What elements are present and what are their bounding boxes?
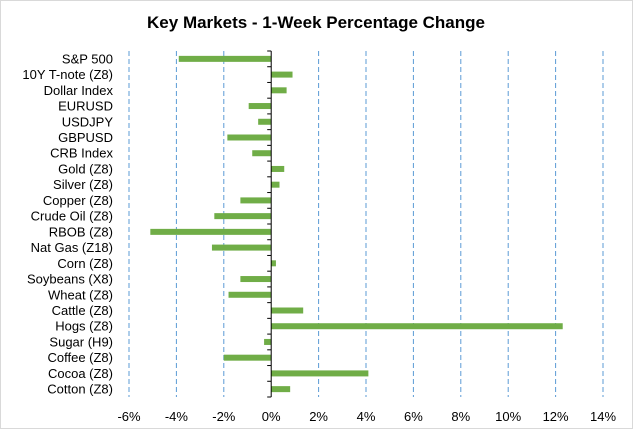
category-label: Wheat (Z8) [48,287,113,302]
bar [227,134,272,141]
category-label: RBOB (Z8) [49,224,113,239]
bar [271,260,276,267]
category-label: Copper (Z8) [43,193,113,208]
bar [271,386,291,393]
x-tick-label: 14% [590,409,616,424]
bar [258,118,272,125]
category-label: Sugar (H9) [49,334,113,349]
bar [228,291,272,298]
category-label: 10Y T-note (Z8) [22,67,113,82]
bar [271,307,304,314]
category-label: Silver (Z8) [53,177,113,192]
x-tick-label: 4% [357,409,376,424]
category-label: GBPUSD [58,130,113,145]
category-label: S&P 500 [62,51,113,66]
bar [214,213,272,220]
bar [271,87,287,94]
x-tick-labels: -6% -4% -2% 0% 2% 4% 6% 8% 10% 12% 14% [117,409,616,424]
category-label: Hogs (Z8) [55,319,113,334]
bar [271,370,369,377]
category-label: Cotton (Z8) [47,382,113,397]
bar [211,244,272,251]
x-tick-label: -2% [212,409,236,424]
bar [271,323,563,330]
category-label: Dollar Index [44,83,114,98]
bar [240,276,272,283]
category-label: CRB Index [50,146,113,161]
x-tick-label: 12% [543,409,569,424]
category-label: Cocoa (Z8) [48,366,113,381]
category-label: Crude Oil (Z8) [31,209,113,224]
axes [267,50,272,398]
x-tick-label: 2% [309,409,328,424]
x-tick-label: 6% [404,409,423,424]
category-label: Coffee (Z8) [47,350,113,365]
bar [240,197,272,204]
bar [252,150,272,157]
bar [248,103,272,110]
bar [178,55,272,62]
x-tick-label: 8% [451,409,470,424]
bars [150,55,563,393]
category-label: USDJPY [62,114,114,129]
category-label: Gold (Z8) [58,161,113,176]
bar [264,338,272,345]
bar [271,181,280,188]
category-label: Cattle (Z8) [52,303,113,318]
grid-lines [128,51,604,397]
chart-title: Key Markets - 1-Week Percentage Change [147,13,485,32]
category-label: Soybeans (X8) [27,272,113,287]
bar [223,354,272,361]
category-label: Corn (Z8) [57,256,113,271]
x-tick-label: -4% [165,409,189,424]
bar [271,165,285,172]
bar [150,228,272,235]
category-label: EURUSD [58,99,113,114]
x-tick-label: 10% [495,409,521,424]
bar [271,71,293,78]
x-tick-label: -6% [117,409,141,424]
x-tick-label: 0% [262,409,281,424]
category-label: Nat Gas (Z18) [31,240,113,255]
